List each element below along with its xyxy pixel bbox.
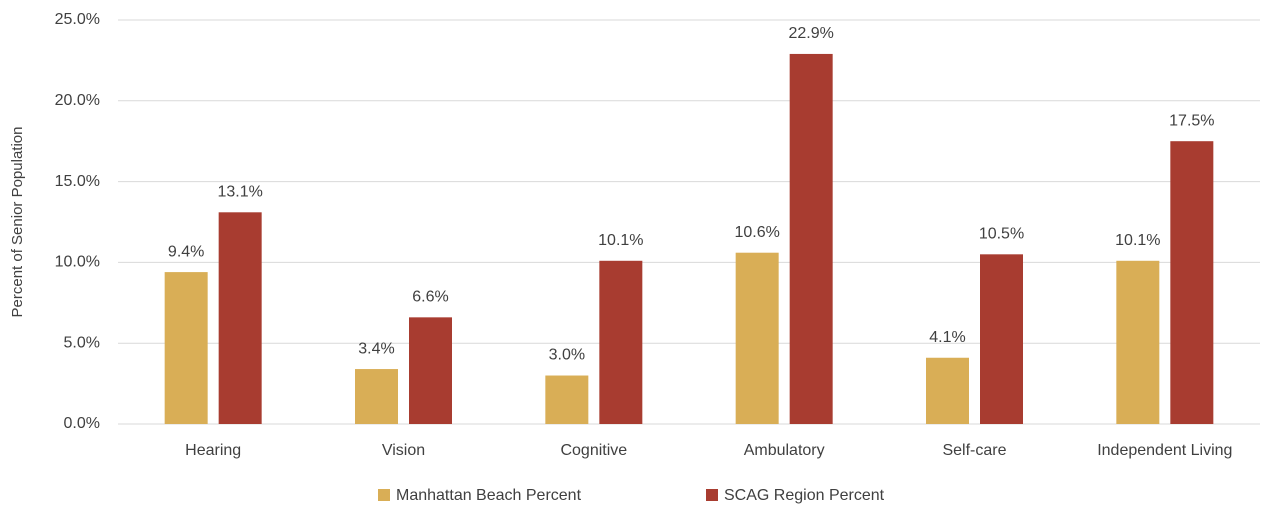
bar [355, 369, 398, 424]
bar [1170, 141, 1214, 424]
y-tick-label: 0.0% [64, 415, 100, 432]
value-label: 10.6% [734, 224, 779, 241]
y-tick-label: 25.0% [55, 11, 100, 28]
bar [980, 254, 1023, 424]
legend-swatch [378, 489, 390, 501]
y-tick-label: 10.0% [55, 254, 100, 271]
value-label: 17.5% [1169, 112, 1214, 129]
legend-label: SCAG Region Percent [724, 487, 885, 504]
legend-label: Manhattan Beach Percent [396, 487, 582, 504]
bar [599, 260, 643, 424]
legend-swatch [706, 489, 718, 501]
value-label: 6.6% [412, 289, 448, 306]
bar [218, 212, 262, 424]
bar [409, 317, 452, 424]
bar [1116, 260, 1160, 424]
y-axis-label: Percent of Senior Population [9, 127, 26, 318]
y-tick-label: 20.0% [55, 92, 100, 109]
value-label: 4.1% [929, 329, 965, 346]
y-tick-label: 15.0% [55, 173, 100, 190]
y-tick-label: 5.0% [64, 334, 100, 351]
value-label: 22.9% [788, 25, 833, 42]
bar [164, 272, 208, 424]
value-label: 3.4% [358, 340, 394, 357]
x-tick-label: Hearing [185, 442, 241, 459]
x-tick-label: Self-care [942, 442, 1006, 459]
value-label: 10.1% [598, 232, 643, 249]
value-label: 10.1% [1115, 232, 1160, 249]
value-label: 13.1% [217, 184, 262, 201]
x-tick-label: Cognitive [560, 442, 627, 459]
value-label: 10.5% [979, 226, 1024, 243]
value-label: 3.0% [549, 347, 585, 364]
bar [545, 375, 589, 424]
value-label: 9.4% [168, 243, 204, 260]
x-tick-label: Independent Living [1097, 442, 1232, 459]
x-tick-label: Vision [382, 442, 425, 459]
bar [926, 357, 969, 424]
x-tick-label: Ambulatory [744, 442, 825, 459]
bar [789, 53, 833, 424]
bar [735, 252, 779, 424]
